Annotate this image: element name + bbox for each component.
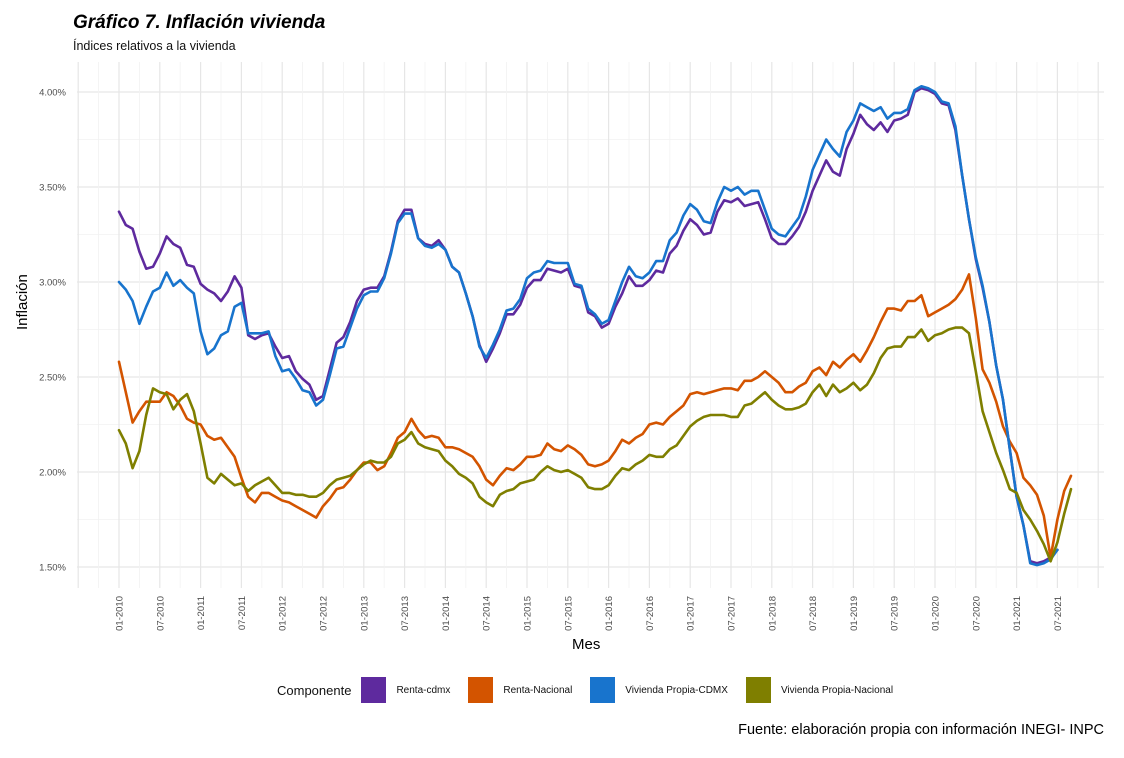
legend-label-renta-nacional: Renta-Nacional <box>503 684 573 696</box>
x-tick-label: 01-2016 <box>604 596 615 631</box>
x-tick-label: 07-2017 <box>727 596 738 631</box>
legend-key-vivienda-propia-nacional <box>745 677 771 703</box>
x-tick-label: 01-2011 <box>196 596 207 630</box>
y-tick-label: 4.00% <box>39 88 66 99</box>
x-tick-label: 07-2019 <box>890 596 901 631</box>
legend-label-vivienda-propia-nacional: Vivienda Propia-Nacional <box>780 684 894 696</box>
x-tick-label: 01-2021 <box>1012 596 1023 631</box>
x-tick-label: 07-2018 <box>808 596 819 631</box>
series-line-renta-nacional <box>117 273 1073 559</box>
x-tick-label: 07-2012 <box>319 596 330 631</box>
x-tick-label: 01-2019 <box>849 596 860 631</box>
y-axis-ticks: 1.50% 2.00% 2.50% 3.00% 3.50% 4.00% <box>39 88 66 574</box>
legend-label-renta-cdmx: Renta-cdmx <box>396 684 451 696</box>
legend-key-renta-cdmx <box>361 677 387 703</box>
x-axis-ticks: 01-2010 07-2010 01-2011 07-2011 01-2012 07-20… <box>115 596 1064 631</box>
x-tick-label: 07-2010 <box>155 596 166 631</box>
y-tick-label: 2.50% <box>39 373 66 384</box>
x-tick-label: 07-2015 <box>563 596 574 631</box>
x-tick-label: 01-2012 <box>278 596 289 631</box>
x-axis-label: Mes <box>572 636 601 653</box>
x-tick-label: 01-2014 <box>441 596 452 631</box>
x-tick-label: 01-2018 <box>767 596 778 631</box>
series-line-vivienda-propia-nacional <box>117 326 1073 563</box>
x-tick-label: 01-2010 <box>115 596 126 631</box>
x-tick-label: 07-2014 <box>482 596 493 631</box>
y-tick-label: 3.00% <box>39 278 66 289</box>
legend-label-vivienda-propia-cdmx: Vivienda Propia-CDMX <box>625 684 728 696</box>
x-tick-label: 01-2020 <box>931 596 942 631</box>
y-tick-label: 2.00% <box>39 468 66 479</box>
y-tick-label: 1.50% <box>39 563 66 574</box>
series-line-vivienda-propia-cdmx <box>117 85 1059 567</box>
x-tick-label: 01-2013 <box>359 596 370 631</box>
legend-title: Componente <box>277 682 352 698</box>
x-tick-label: 07-2013 <box>400 596 411 631</box>
series-lines <box>117 85 1073 567</box>
x-tick-label: 01-2015 <box>523 596 534 631</box>
x-tick-label: 07-2020 <box>971 596 982 631</box>
legend-key-renta-nacional <box>468 677 494 703</box>
legend-key-vivienda-propia-cdmx <box>590 677 616 703</box>
x-tick-label: 07-2021 <box>1053 596 1064 631</box>
series-line-renta-cdmx <box>117 86 1059 565</box>
source-note: Fuente: elaboración propia con informaci… <box>738 722 1104 738</box>
chart-subtitle: Índices relativos a la vivienda <box>73 39 236 53</box>
y-tick-label: 3.50% <box>39 183 66 194</box>
y-axis-label: Inflación <box>14 274 31 330</box>
x-tick-label: 07-2011 <box>237 596 248 630</box>
chart-title: Gráfico 7. Inflación vivienda <box>73 12 326 33</box>
x-tick-label: 01-2017 <box>686 596 697 631</box>
grid <box>77 62 1104 588</box>
x-tick-label: 07-2016 <box>645 596 656 631</box>
legend: Componente Renta-cdmx Renta-Nacional Viv… <box>277 677 911 703</box>
